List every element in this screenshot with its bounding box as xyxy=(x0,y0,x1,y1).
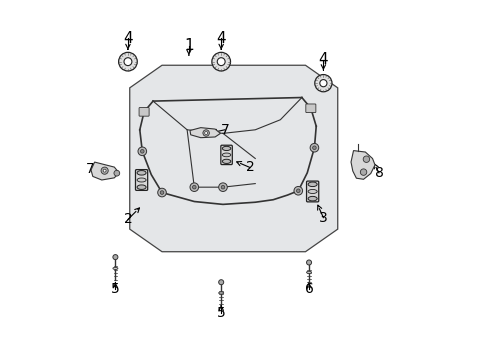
Circle shape xyxy=(319,80,326,87)
Circle shape xyxy=(293,186,302,195)
Text: 4: 4 xyxy=(123,31,133,46)
Text: 4: 4 xyxy=(318,52,327,67)
Circle shape xyxy=(314,75,331,92)
Ellipse shape xyxy=(137,185,146,189)
FancyBboxPatch shape xyxy=(306,181,318,202)
Circle shape xyxy=(113,255,118,260)
Circle shape xyxy=(140,149,144,153)
Polygon shape xyxy=(129,65,337,252)
Circle shape xyxy=(160,191,163,194)
Text: 3: 3 xyxy=(318,211,327,225)
Circle shape xyxy=(203,130,209,136)
Circle shape xyxy=(217,58,224,66)
FancyBboxPatch shape xyxy=(305,104,315,113)
Ellipse shape xyxy=(218,292,223,294)
Polygon shape xyxy=(190,128,220,138)
Ellipse shape xyxy=(113,267,118,270)
Circle shape xyxy=(124,58,132,66)
FancyBboxPatch shape xyxy=(221,145,232,165)
Circle shape xyxy=(306,260,311,265)
Text: 1: 1 xyxy=(183,38,193,53)
Circle shape xyxy=(119,52,137,71)
Ellipse shape xyxy=(222,153,230,157)
Ellipse shape xyxy=(307,189,317,193)
FancyBboxPatch shape xyxy=(139,108,149,116)
Circle shape xyxy=(296,189,300,193)
Circle shape xyxy=(360,169,366,175)
Text: 2: 2 xyxy=(123,212,132,226)
Text: 5: 5 xyxy=(216,306,225,320)
Ellipse shape xyxy=(307,182,317,186)
Ellipse shape xyxy=(222,147,230,150)
Text: 7: 7 xyxy=(220,123,229,137)
Ellipse shape xyxy=(137,178,146,182)
Circle shape xyxy=(218,183,227,192)
Polygon shape xyxy=(91,162,119,180)
Ellipse shape xyxy=(307,197,317,201)
Circle shape xyxy=(204,132,207,134)
Text: 8: 8 xyxy=(374,166,383,180)
Text: 4: 4 xyxy=(216,31,225,46)
Circle shape xyxy=(218,280,223,285)
Circle shape xyxy=(190,183,198,192)
Circle shape xyxy=(192,185,196,189)
Circle shape xyxy=(103,169,106,172)
Circle shape xyxy=(309,143,318,152)
Text: 6: 6 xyxy=(304,282,313,296)
FancyBboxPatch shape xyxy=(135,170,147,190)
Circle shape xyxy=(211,52,230,71)
Text: 7: 7 xyxy=(86,162,95,176)
Circle shape xyxy=(101,167,108,174)
Circle shape xyxy=(158,188,166,197)
Circle shape xyxy=(114,170,120,176)
Text: 2: 2 xyxy=(245,161,254,175)
Ellipse shape xyxy=(306,271,311,273)
Circle shape xyxy=(221,185,224,189)
Ellipse shape xyxy=(137,171,146,175)
Ellipse shape xyxy=(222,159,230,163)
Polygon shape xyxy=(350,150,374,179)
Circle shape xyxy=(363,156,369,162)
Circle shape xyxy=(312,146,316,149)
Text: 5: 5 xyxy=(111,282,120,296)
Circle shape xyxy=(138,147,146,156)
